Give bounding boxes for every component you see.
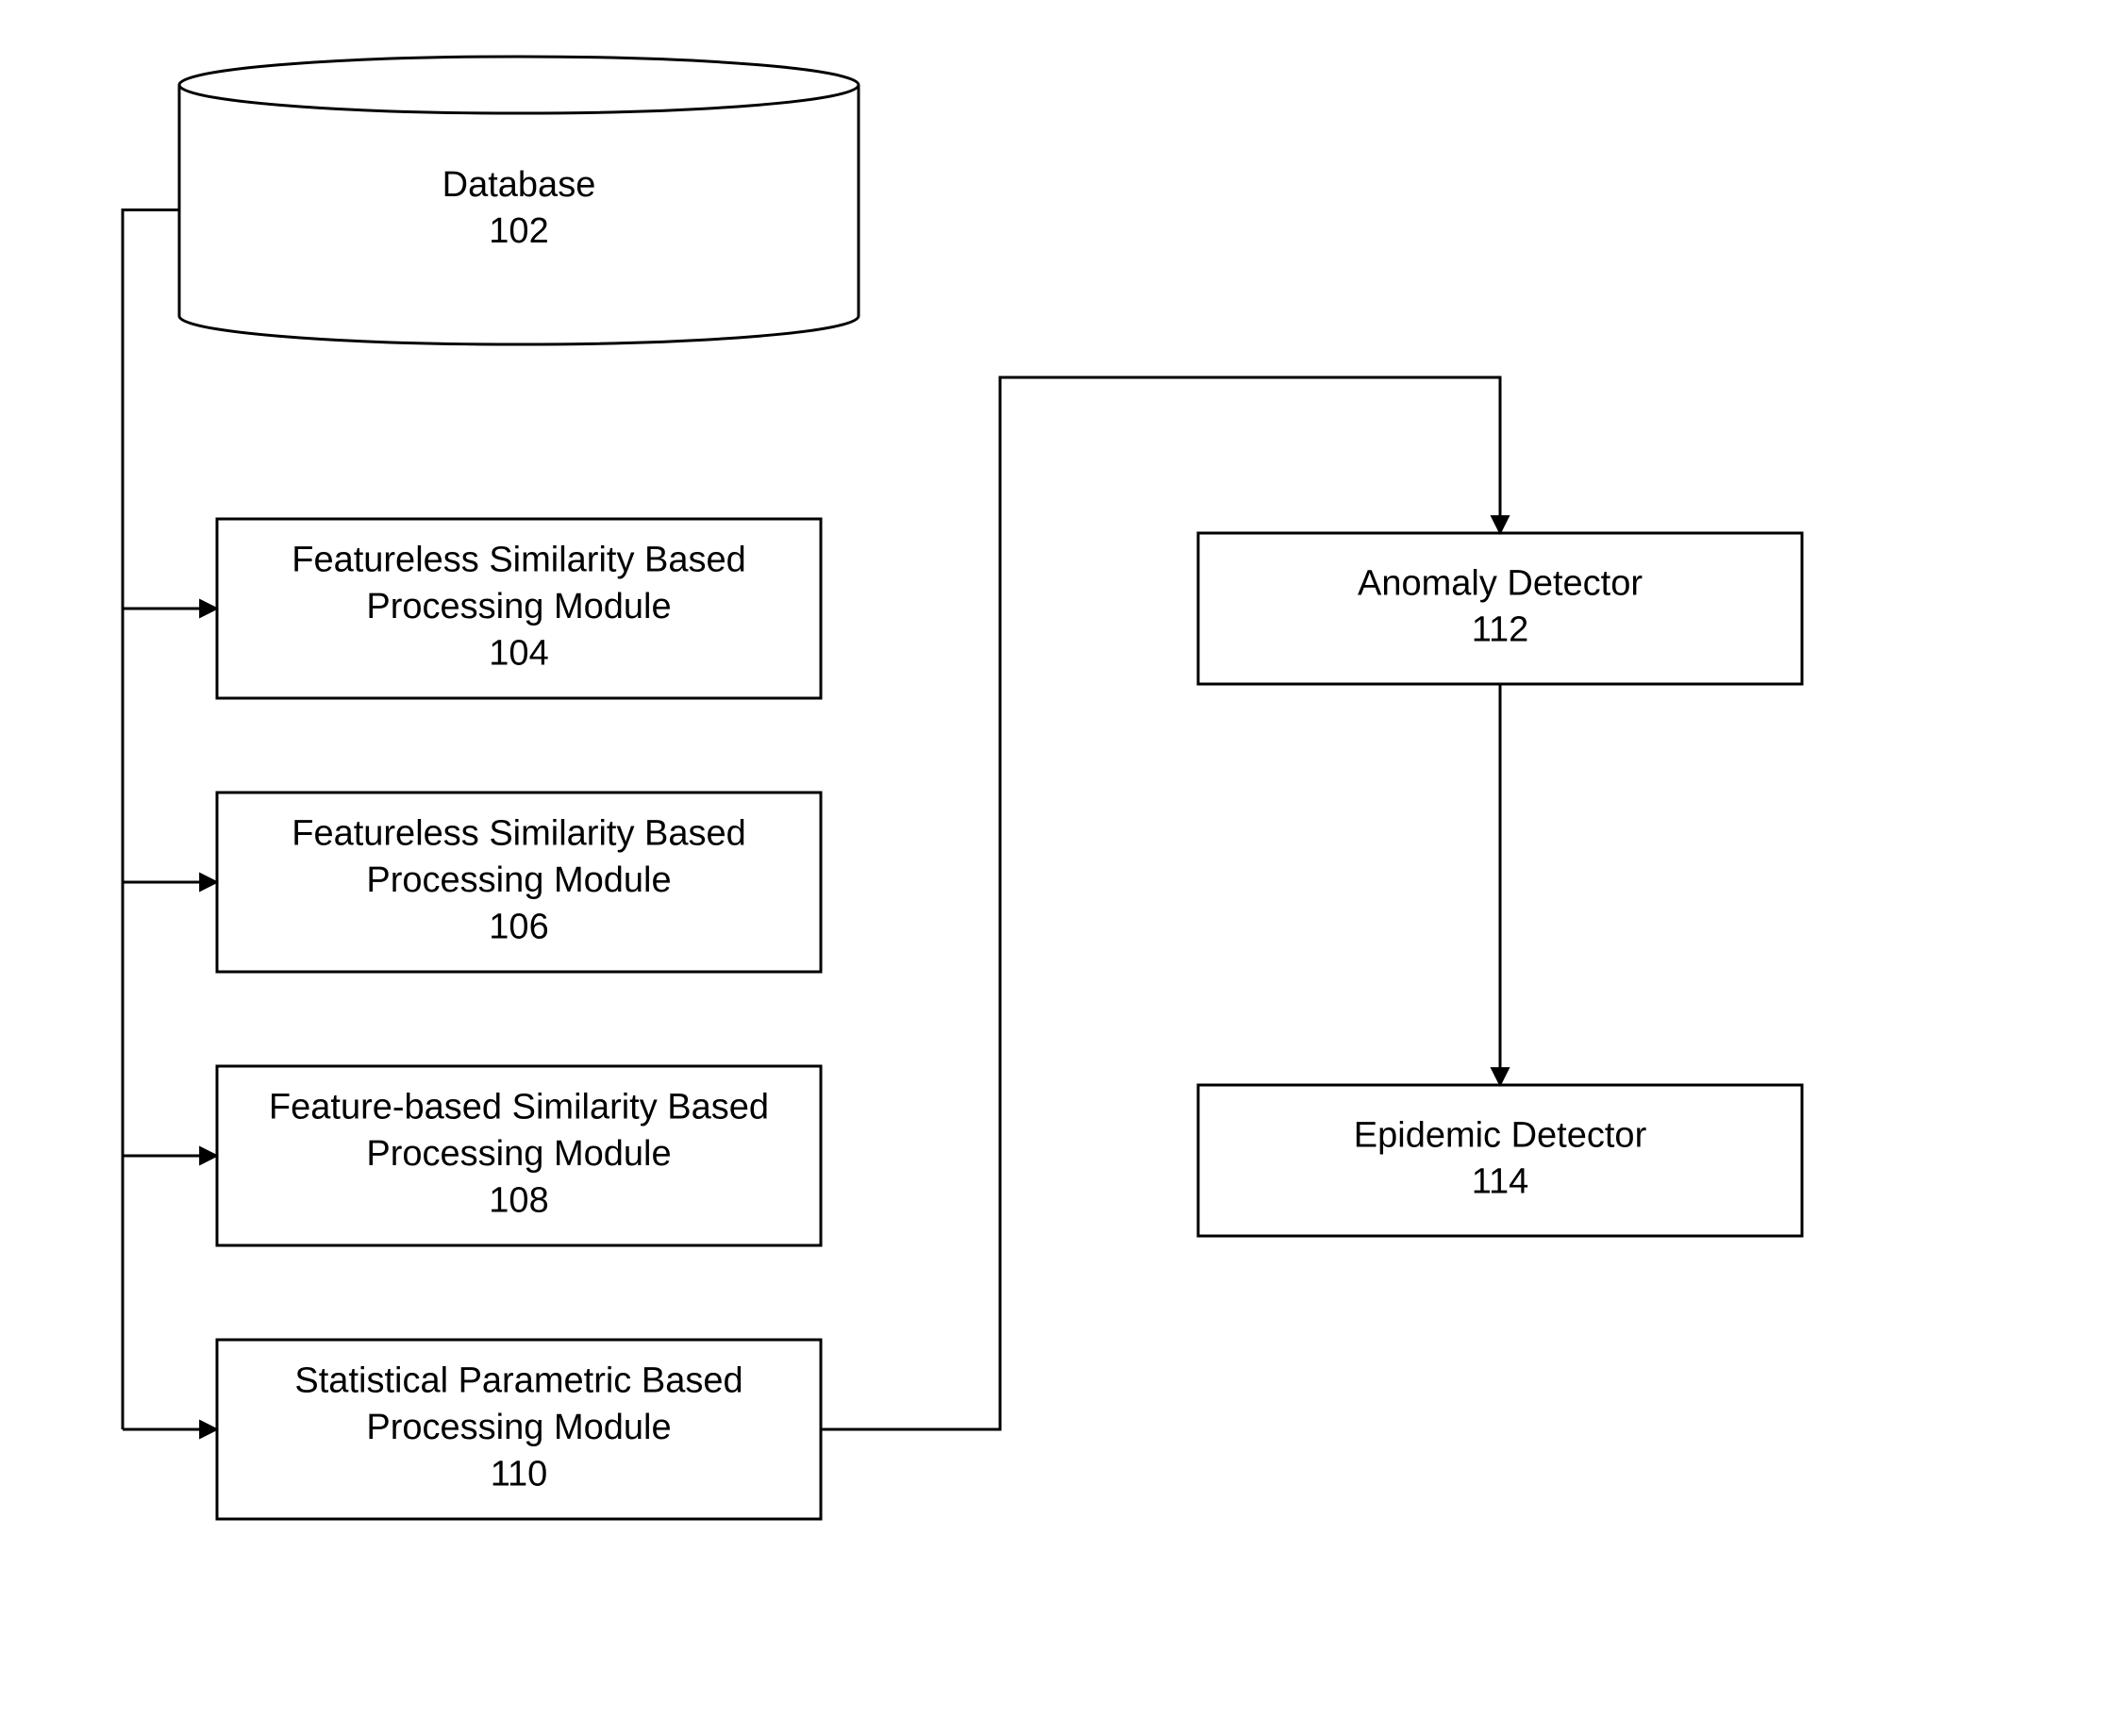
node-mod108-label-2: 108 (489, 1180, 548, 1220)
node-mod110-label-2: 110 (491, 1454, 548, 1494)
node-mod108-label-1: Processing Module (366, 1134, 671, 1174)
node-anomaly-label-0: Anomaly Detector (1358, 563, 1643, 603)
node-mod110-label-0: Statistical Parametric Based (294, 1361, 742, 1401)
node-mod108-label-0: Feature-based Similarity Based (269, 1088, 769, 1127)
node-database-top (179, 57, 859, 113)
node-mod106-label-2: 106 (489, 907, 548, 946)
edge-mod110-to-anomaly (821, 377, 1500, 1429)
node-mod104-label-2: 104 (489, 633, 548, 673)
node-database-label-0: Database (442, 165, 596, 205)
flowchart-diagram: Database 102 Featureless Similarity Based P… (0, 0, 2119, 1736)
node-mod110-label-1: Processing Module (366, 1408, 671, 1447)
node-mod106-label-0: Featureless Similarity Based (292, 814, 746, 854)
node-epidemic-label-1: 114 (1472, 1162, 1529, 1202)
node-epidemic-label-0: Epidemic Detector (1354, 1115, 1647, 1155)
node-anomaly-label-1: 112 (1472, 610, 1529, 650)
node-database-label-1: 102 (489, 211, 548, 251)
node-mod106-label-1: Processing Module (366, 860, 671, 900)
node-epidemic (1198, 1085, 1802, 1236)
node-mod104-label-1: Processing Module (366, 587, 671, 626)
node-anomaly (1198, 533, 1802, 684)
edge-bus-trunk (123, 210, 179, 1430)
node-mod104-label-0: Featureless Similarity Based (292, 541, 746, 580)
